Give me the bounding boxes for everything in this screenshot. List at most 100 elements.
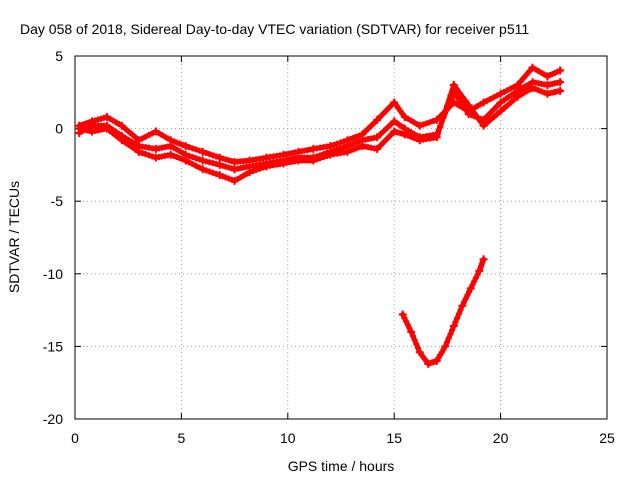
data-point-interp xyxy=(334,140,341,147)
data-point-interp xyxy=(426,119,433,126)
data-point-interp xyxy=(541,89,548,96)
data-point-interp xyxy=(377,142,384,149)
data-point-interp xyxy=(494,102,501,109)
data-point-interp xyxy=(186,152,193,159)
data-point-interp xyxy=(472,274,479,281)
data-point-interp xyxy=(313,156,320,163)
data-point-interp xyxy=(387,121,394,128)
data-point-interp xyxy=(243,157,250,164)
data-point-interp xyxy=(541,81,548,88)
y-tick-label: 0 xyxy=(55,121,63,137)
y-tick-label: 5 xyxy=(55,48,63,64)
data-point-interp xyxy=(511,96,518,103)
data-point-interp xyxy=(122,139,129,146)
data-point-interp xyxy=(526,80,533,87)
data-point-interp xyxy=(292,158,299,165)
data-point-interp xyxy=(122,125,129,132)
data-point-interp xyxy=(196,147,203,154)
data-point-interp xyxy=(459,94,466,101)
data-point-interp xyxy=(452,319,459,326)
data-point-interp xyxy=(401,314,408,321)
data-point-interp xyxy=(356,144,363,151)
data-point-interp xyxy=(457,306,464,313)
data-point-interp xyxy=(471,278,478,285)
data-point-interp xyxy=(192,155,199,162)
data-point-interp xyxy=(409,332,416,339)
data-point-interp xyxy=(206,168,213,175)
data-point-interp xyxy=(323,143,330,150)
data-point-interp xyxy=(179,149,186,156)
data-point-interp xyxy=(192,162,199,169)
data-point-interp xyxy=(443,102,450,109)
data-point-interp xyxy=(115,120,122,127)
data-point-interp xyxy=(455,310,462,317)
data-point-interp xyxy=(100,114,107,121)
data-point-interp xyxy=(256,165,263,172)
data-point-interp xyxy=(142,133,149,140)
data-point-interp xyxy=(403,318,410,325)
data-point-interp xyxy=(323,152,330,159)
data-point-interp xyxy=(139,149,146,156)
series-track-c xyxy=(75,81,565,185)
data-point-interp xyxy=(445,335,452,342)
data-point-interp xyxy=(399,111,406,118)
data-point-interp xyxy=(146,131,153,138)
tick-layer: 0 5 10 15 20 25 -20 -15 -10 -5 0 5 xyxy=(43,48,615,446)
data-point-interp xyxy=(125,141,132,148)
data-point-interp xyxy=(356,138,363,145)
data-point-interp xyxy=(125,128,132,135)
data-point-interp xyxy=(100,126,107,133)
data-point-interp xyxy=(129,144,136,151)
plot-frame xyxy=(74,55,608,420)
data-point-interp xyxy=(371,134,378,141)
data-point-interp xyxy=(423,120,430,127)
data-point-interp xyxy=(186,159,193,166)
data-point-interp xyxy=(228,158,235,165)
data-point-interp xyxy=(149,153,156,160)
data-point-interp xyxy=(523,71,530,78)
data-point-interp xyxy=(494,92,501,99)
y-tick-label: -10 xyxy=(43,266,63,282)
x-tick-label: 5 xyxy=(178,430,186,446)
data-point-interp xyxy=(413,136,420,143)
data-point-interp xyxy=(86,127,93,134)
data-point-interp xyxy=(454,314,461,321)
data-point-interp xyxy=(129,138,136,145)
data-point-interp xyxy=(356,132,363,139)
data-point-interp xyxy=(483,113,490,120)
data-point-interp xyxy=(490,106,497,113)
data-point-interp xyxy=(243,170,250,177)
x-tick-label: 15 xyxy=(386,430,402,446)
data-point-interp xyxy=(209,152,216,159)
y-tick-label: -15 xyxy=(43,338,63,354)
data-point-interp xyxy=(430,134,437,141)
data-point-interp xyxy=(477,118,484,125)
data-point-interp xyxy=(423,358,430,365)
x-tick-label: 20 xyxy=(493,430,509,446)
data-point-interp xyxy=(380,127,387,134)
data-point-interp xyxy=(462,98,469,105)
data-point xyxy=(449,81,458,90)
data-point-interp xyxy=(253,166,260,173)
data-point-interp xyxy=(277,161,284,168)
data-point-interp xyxy=(317,155,324,162)
data-point-interp xyxy=(471,110,478,117)
data-point-interp xyxy=(164,143,171,150)
data-point-interp xyxy=(377,131,384,138)
data-point-interp xyxy=(142,151,149,158)
data-point-interp xyxy=(307,146,314,153)
data-point-interp xyxy=(466,288,473,295)
data-point-interp xyxy=(447,92,454,99)
data-point-interp xyxy=(453,93,460,100)
data-point-interp xyxy=(511,83,518,90)
data-point-interp xyxy=(292,149,299,156)
data-point-interp xyxy=(449,327,456,334)
data-point-interp xyxy=(460,299,467,306)
data-point-interp xyxy=(243,163,250,170)
data-point-interp xyxy=(490,113,497,120)
data-point-interp xyxy=(504,102,511,109)
data-point-interp xyxy=(380,138,387,145)
data-point-interp xyxy=(320,154,327,161)
data-point-interp xyxy=(415,345,422,352)
